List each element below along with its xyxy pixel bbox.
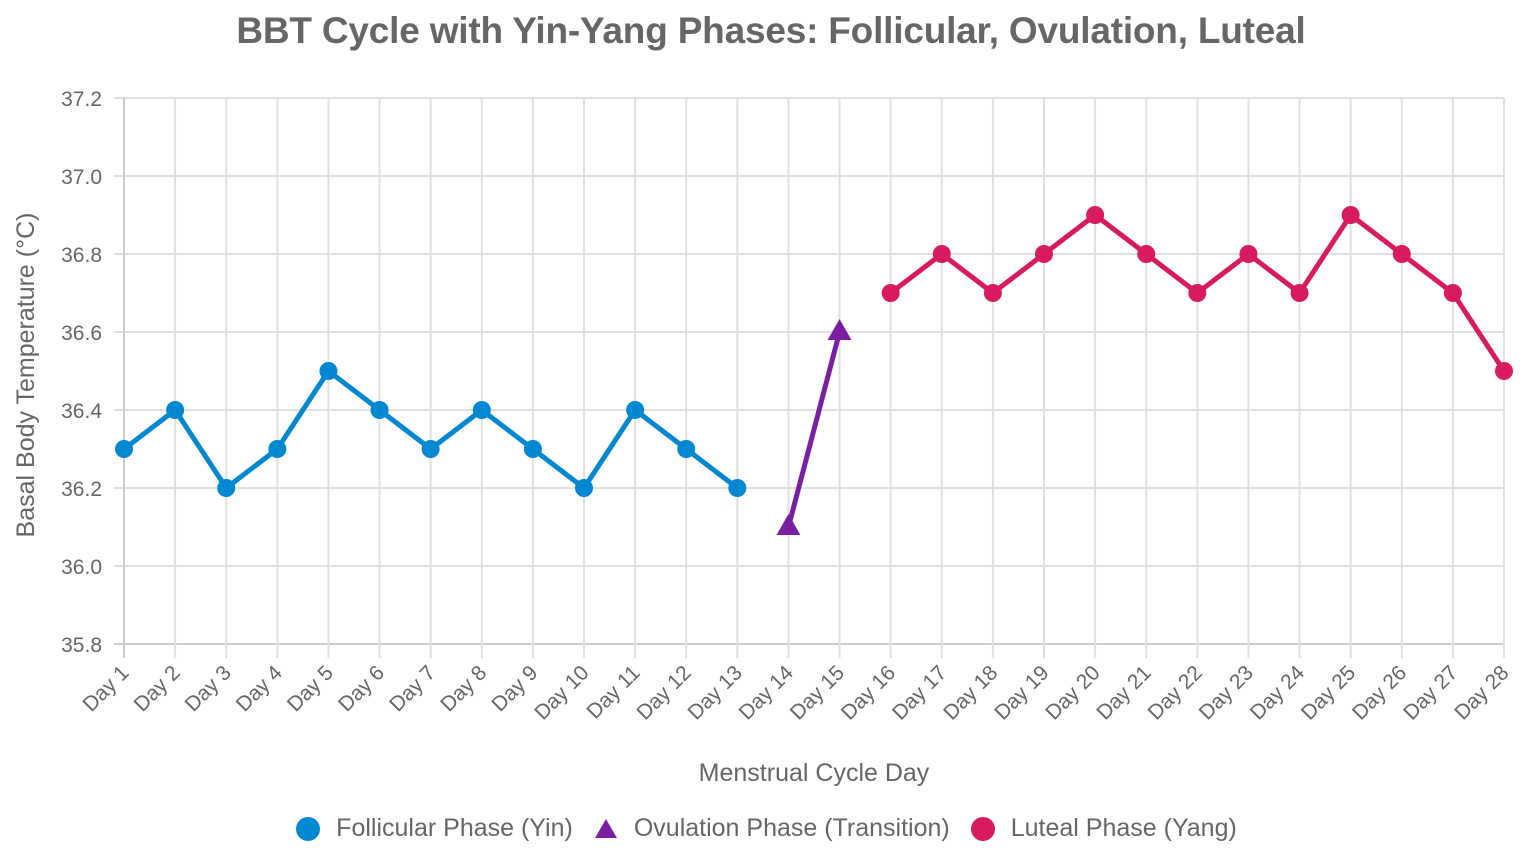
x-tick-label: Day 25 [1297, 661, 1360, 724]
legend-label: Luteal Phase (Yang) [1010, 814, 1237, 842]
chart-title: BBT Cycle with Yin-Yang Phases: Follicul… [236, 10, 1306, 51]
circle-marker[interactable] [1239, 245, 1258, 263]
circle-marker[interactable] [1341, 206, 1360, 224]
y-tick-label: 35.8 [61, 634, 102, 657]
circle-marker[interactable] [1035, 245, 1053, 263]
x-tick-label: Day 26 [1348, 661, 1411, 724]
x-tick-label: Day 24 [1246, 661, 1310, 725]
y-tick-label: 36.4 [61, 400, 102, 423]
x-tick-label: Day 17 [888, 661, 951, 724]
circle-marker[interactable] [421, 440, 440, 458]
circle-marker[interactable] [166, 401, 185, 419]
x-tick-label: Day 11 [582, 661, 644, 723]
x-tick-label: Day 15 [786, 661, 849, 724]
legend-item[interactable]: Follicular Phase (Yin) [295, 814, 573, 843]
x-tick-label: Day 22 [1144, 661, 1207, 724]
series-line [785, 329, 843, 530]
series-luteal-phase-yang [881, 206, 1513, 380]
legend-item[interactable]: Ovulation Phase (Transition) [593, 814, 950, 843]
legend: Follicular Phase (Yin) Ovulation Phase (T… [0, 814, 1532, 843]
circle-marker[interactable] [115, 440, 133, 458]
x-tick-label: Day 19 [990, 661, 1053, 724]
x-tick-label: Day 7 [385, 661, 440, 716]
circle-marker[interactable] [575, 479, 593, 497]
x-tick-label: Day 28 [1450, 661, 1513, 724]
circle-marker[interactable] [1392, 245, 1411, 263]
circle-marker[interactable] [677, 440, 696, 458]
y-tick-label: 36.6 [61, 322, 102, 345]
x-tick-label: Day 10 [530, 661, 593, 724]
x-axis-title: Menstrual Cycle Day [699, 759, 930, 787]
x-tick-label: Day 18 [939, 661, 1002, 724]
circle-marker[interactable] [1086, 206, 1105, 224]
circle-marker[interactable] [1137, 245, 1156, 263]
circle-marker[interactable] [268, 440, 287, 458]
series-follicular-phase-yin [115, 362, 747, 497]
circle-icon [296, 816, 321, 841]
x-tick-label: Day 3 [181, 661, 236, 716]
circle-marker[interactable] [1495, 362, 1513, 380]
x-tick-label: Day 12 [632, 661, 695, 724]
circle-marker[interactable] [1188, 284, 1207, 302]
circle-marker[interactable] [319, 362, 338, 380]
circle-marker[interactable] [523, 440, 542, 458]
x-tick-label: Day 8 [436, 661, 491, 716]
circle-icon [970, 816, 995, 841]
legend-label: Follicular Phase (Yin) [336, 814, 573, 842]
y-axis-title: Basal Body Temperature (°C) [12, 213, 40, 538]
legend-label: Ovulation Phase (Transition) [633, 814, 950, 842]
x-tick-label: Day 5 [283, 661, 338, 716]
circle-marker[interactable] [983, 284, 1002, 302]
y-tick-label: 37.2 [61, 88, 102, 111]
legend-item[interactable]: Luteal Phase (Yang) [970, 814, 1237, 843]
x-tick-label: Day 2 [130, 661, 185, 716]
circle-marker[interactable] [932, 245, 951, 263]
x-tick-label: Day 27 [1399, 661, 1462, 724]
circle-marker[interactable] [1290, 284, 1309, 302]
y-tick-label: 37.0 [61, 166, 102, 189]
circle-marker[interactable] [1443, 284, 1462, 302]
series-ovulation-phase-transition [776, 319, 852, 536]
y-tick-label: 36.8 [61, 244, 102, 267]
y-tick-label: 36.0 [61, 556, 102, 579]
circle-marker[interactable] [370, 401, 389, 419]
x-tick-label: Day 21 [1092, 661, 1155, 724]
x-tick-label: Day 4 [232, 661, 287, 716]
circle-marker[interactable] [626, 401, 645, 419]
circle-marker[interactable] [217, 479, 236, 497]
circle-marker[interactable] [728, 479, 747, 497]
triangle-marker[interactable] [827, 319, 852, 341]
x-tick-label: Day 16 [837, 661, 900, 724]
x-tick-label: Day 20 [1041, 661, 1104, 724]
x-tick-label: Day 13 [684, 661, 747, 724]
triangle-icon [594, 818, 617, 838]
x-tick-label: Day 23 [1195, 661, 1258, 724]
x-tick-label: Day 14 [735, 661, 799, 725]
triangle-marker[interactable] [776, 514, 801, 536]
circle-marker[interactable] [881, 284, 900, 302]
y-tick-label: 36.2 [61, 478, 102, 501]
x-tick-label: Day 6 [334, 661, 389, 716]
circle-marker[interactable] [472, 401, 491, 419]
x-tick-label: Day 1 [78, 661, 133, 716]
